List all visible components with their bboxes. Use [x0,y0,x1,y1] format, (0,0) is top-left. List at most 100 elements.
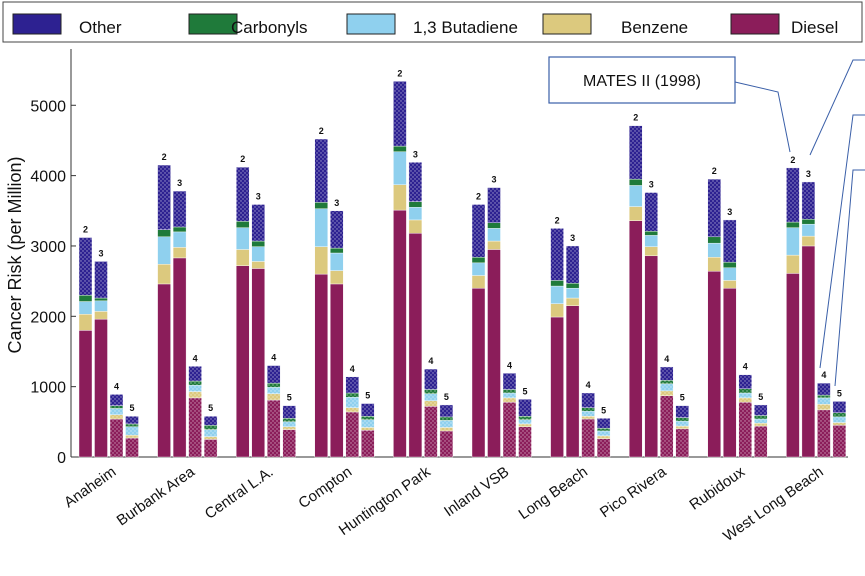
y-tick-label: 1000 [30,380,66,397]
bar-texture [503,389,516,393]
bar-label: 2 [240,154,245,164]
bar-texture [204,439,218,457]
bar-texture [660,366,674,381]
bar-texture [660,383,674,391]
bar-texture [439,430,453,457]
bar-label: 4 [507,360,512,370]
bar-texture [754,404,768,416]
bar-texture [424,393,438,401]
bar-segment-1-3-butadiene [786,227,800,256]
bar-texture [110,394,123,406]
bar-texture [188,381,202,386]
bar-texture [817,395,831,398]
legend: Other Carbonyls 1,3 Butadiene Benzene Diesel [2,1,863,43]
bar-segment-1-3-butadiene [408,207,423,221]
bar-segment-carbonyls [330,247,344,254]
bar-segment-benzene [550,303,564,318]
bar-segment-carbonyls [707,236,721,244]
bar-texture [314,139,328,203]
annotation-leader-line [834,169,865,387]
bar-texture [236,167,250,222]
bar-label: 4 [664,354,669,364]
bar-texture [282,405,296,419]
bar-label: 3 [334,198,339,208]
bar-texture [439,420,453,428]
legend-label-other: Other [79,18,122,37]
bar-segment-diesel [94,318,108,458]
bar-segment-carbonyls [786,221,800,228]
y-tick-label: 2000 [30,309,66,326]
bar-label: 4 [428,356,433,366]
bar-label: 5 [129,403,134,413]
bar-texture [188,397,202,457]
bar-texture [832,425,846,457]
bar-segment-benzene [786,254,800,274]
bar-segment-diesel [408,233,423,458]
bar-segment-diesel [471,287,486,458]
bar-segment-benzene [471,275,486,289]
y-tick-label: 5000 [30,98,66,115]
bar-segment-1-3-butadiene [801,223,816,237]
bar-texture [282,429,296,457]
bar-segment-1-3-butadiene [172,231,187,248]
bar-texture [503,402,516,457]
bar-label: 2 [162,152,167,162]
bar-segment-diesel [801,245,816,458]
bar-texture [204,425,218,430]
y-tick-label: 3000 [30,239,66,256]
y-axis-label: Cancer Risk (per Million) [5,156,25,353]
bar-texture [204,436,218,440]
bar-segment-carbonyls [235,221,250,228]
bar-texture [345,376,359,393]
bar-texture [660,380,674,384]
bar-texture [204,429,218,437]
bar-texture [204,416,218,426]
legend-swatch-benzene [542,13,592,35]
bar-label: 2 [476,191,481,201]
bar-segment-benzene [94,311,108,320]
bar-texture [188,366,202,382]
bar-segment-1-3-butadiene [550,285,564,304]
bar-texture [832,422,846,426]
bar-segment-carbonyls [801,219,816,225]
bar-segment-benzene [251,261,265,269]
bar-segment-1-3-butadiene [629,185,643,207]
bar-label: 4 [586,380,591,390]
category-label: Long Beach [516,463,591,523]
bar-segment-1-3-butadiene [94,300,108,312]
bar-segment-benzene [723,280,737,289]
bar-texture [675,426,689,429]
y-tick-label: 4000 [30,169,66,186]
bar-segment-diesel [629,220,643,458]
bar-texture [675,405,689,418]
bar-texture [660,390,674,396]
bar-texture [518,399,532,417]
bar-segment-carbonyls [487,222,501,229]
annotation-leader-line [734,81,791,153]
bar-label: 4 [821,370,826,380]
bar-segment-carbonyls [629,178,643,186]
bar-texture [361,419,375,428]
bar-label: 3 [256,191,261,201]
bar-texture [125,435,139,439]
bar-segment-diesel [157,283,171,458]
bar-label: 3 [177,178,182,188]
bar-label: 3 [649,180,654,190]
bar-segment-carbonyls [393,145,407,152]
bar-label: 5 [444,392,449,402]
bar-texture [424,369,438,390]
bar-segment-carbonyls [471,257,486,264]
bar-texture [832,412,846,417]
category-label: Anaheim [61,463,119,511]
bar-texture [125,426,139,436]
bar-texture [282,421,296,427]
bar-texture [267,393,281,401]
bar-texture [738,388,752,393]
annotation-leader-line [819,114,865,369]
bar-texture [503,397,516,403]
bar-texture [832,401,846,413]
bar-texture [408,162,422,202]
bar-texture [817,383,831,396]
bar-label: 2 [633,113,638,123]
